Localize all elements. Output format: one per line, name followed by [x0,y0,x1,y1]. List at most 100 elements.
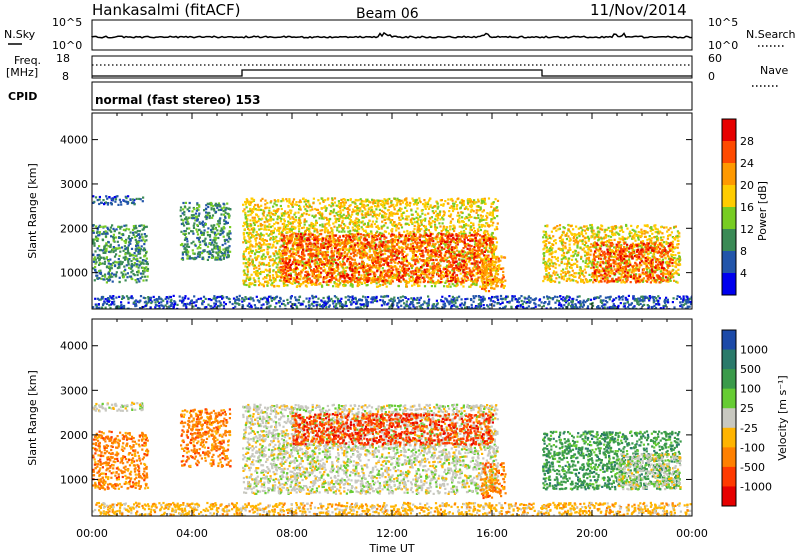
power-cell [469,210,472,213]
power-cell [348,214,351,217]
power-cell [383,218,386,221]
power-cell [491,250,494,253]
power-cell [463,243,466,246]
power-cell [475,260,478,263]
power-cell [465,236,468,239]
power-cell [288,264,291,267]
power-cell [196,236,199,240]
power-cell [119,201,122,204]
power-cell [188,216,191,219]
power-cell [255,274,258,277]
power-cell [280,239,283,242]
power-cell [308,254,311,257]
power-cell [343,251,346,254]
power-cell [242,210,245,213]
power-cell [279,237,282,240]
power-cell [359,208,362,211]
power-cell [341,227,344,230]
power-cell [416,212,419,215]
power-cell [198,236,201,239]
power-cell [203,229,206,232]
power-cell [98,231,101,234]
power-cell [340,198,343,201]
power-cell [273,259,276,262]
power-cell [299,233,302,236]
power-cell [472,224,475,227]
power-cell [297,251,300,254]
power-cell [112,227,115,230]
power-cell [251,258,254,261]
power-cell [273,254,276,257]
power-cell [289,230,292,233]
power-cell [393,261,397,264]
power-cell [395,277,398,280]
power-cell [289,264,293,267]
power-cell [349,261,352,264]
power-cell [280,273,283,276]
power-cell [438,281,441,284]
power-cell [381,283,385,286]
power-cell [264,280,267,283]
power-cell [445,280,448,283]
power-cell [416,207,419,210]
power-cell [273,202,276,205]
power-cell [355,277,358,280]
power-cell [302,235,306,238]
power-cell [303,220,306,223]
power-cell [363,251,366,254]
power-cell [453,284,456,287]
power-cell [417,270,420,274]
power-cell [184,248,188,251]
power-cell [143,247,146,250]
power-cell [449,225,452,228]
power-cell [364,254,367,257]
power-cell [298,260,301,263]
power-cell [485,259,488,262]
power-cell [369,225,372,228]
power-cell [315,283,318,286]
power-cell [305,200,308,203]
power-cell [361,220,364,223]
power-cell [254,239,257,242]
power-cell [138,280,141,283]
power-cell [409,233,412,236]
power-cell [291,205,294,208]
power-cell [309,232,313,235]
power-cell [109,266,112,269]
power-cell [422,218,425,221]
power-cell [262,214,265,217]
power-cell [248,229,251,232]
power-cell [246,268,249,271]
power-cell [439,225,442,228]
power-cell [101,239,105,242]
power-cell [470,221,473,224]
power-cell [339,224,343,227]
power-cell [252,221,255,224]
power-cell [133,198,136,202]
power-cell [292,198,296,201]
power-cell [349,269,352,273]
power-cell [382,200,385,204]
power-cell [395,238,398,241]
power-cell [347,249,351,252]
power-cell [107,245,110,248]
power-cell [414,233,417,236]
power-cell [336,263,339,266]
power-cell [316,245,319,248]
power-cell [299,206,302,209]
power-cell [328,266,331,269]
power-cell [462,230,466,233]
power-cell [468,205,471,208]
power-cell [105,265,109,268]
power-cell [269,243,272,246]
power-cell [386,209,390,212]
power-cell [450,277,453,281]
power-cell [391,241,394,244]
power-cell [213,247,216,250]
power-cell [136,271,139,274]
station-title: Hankasalmi (fitACF) [92,1,240,19]
power-cell [426,202,430,206]
power-cell [311,214,314,217]
power-cell [243,228,246,231]
power-cell [419,252,422,256]
